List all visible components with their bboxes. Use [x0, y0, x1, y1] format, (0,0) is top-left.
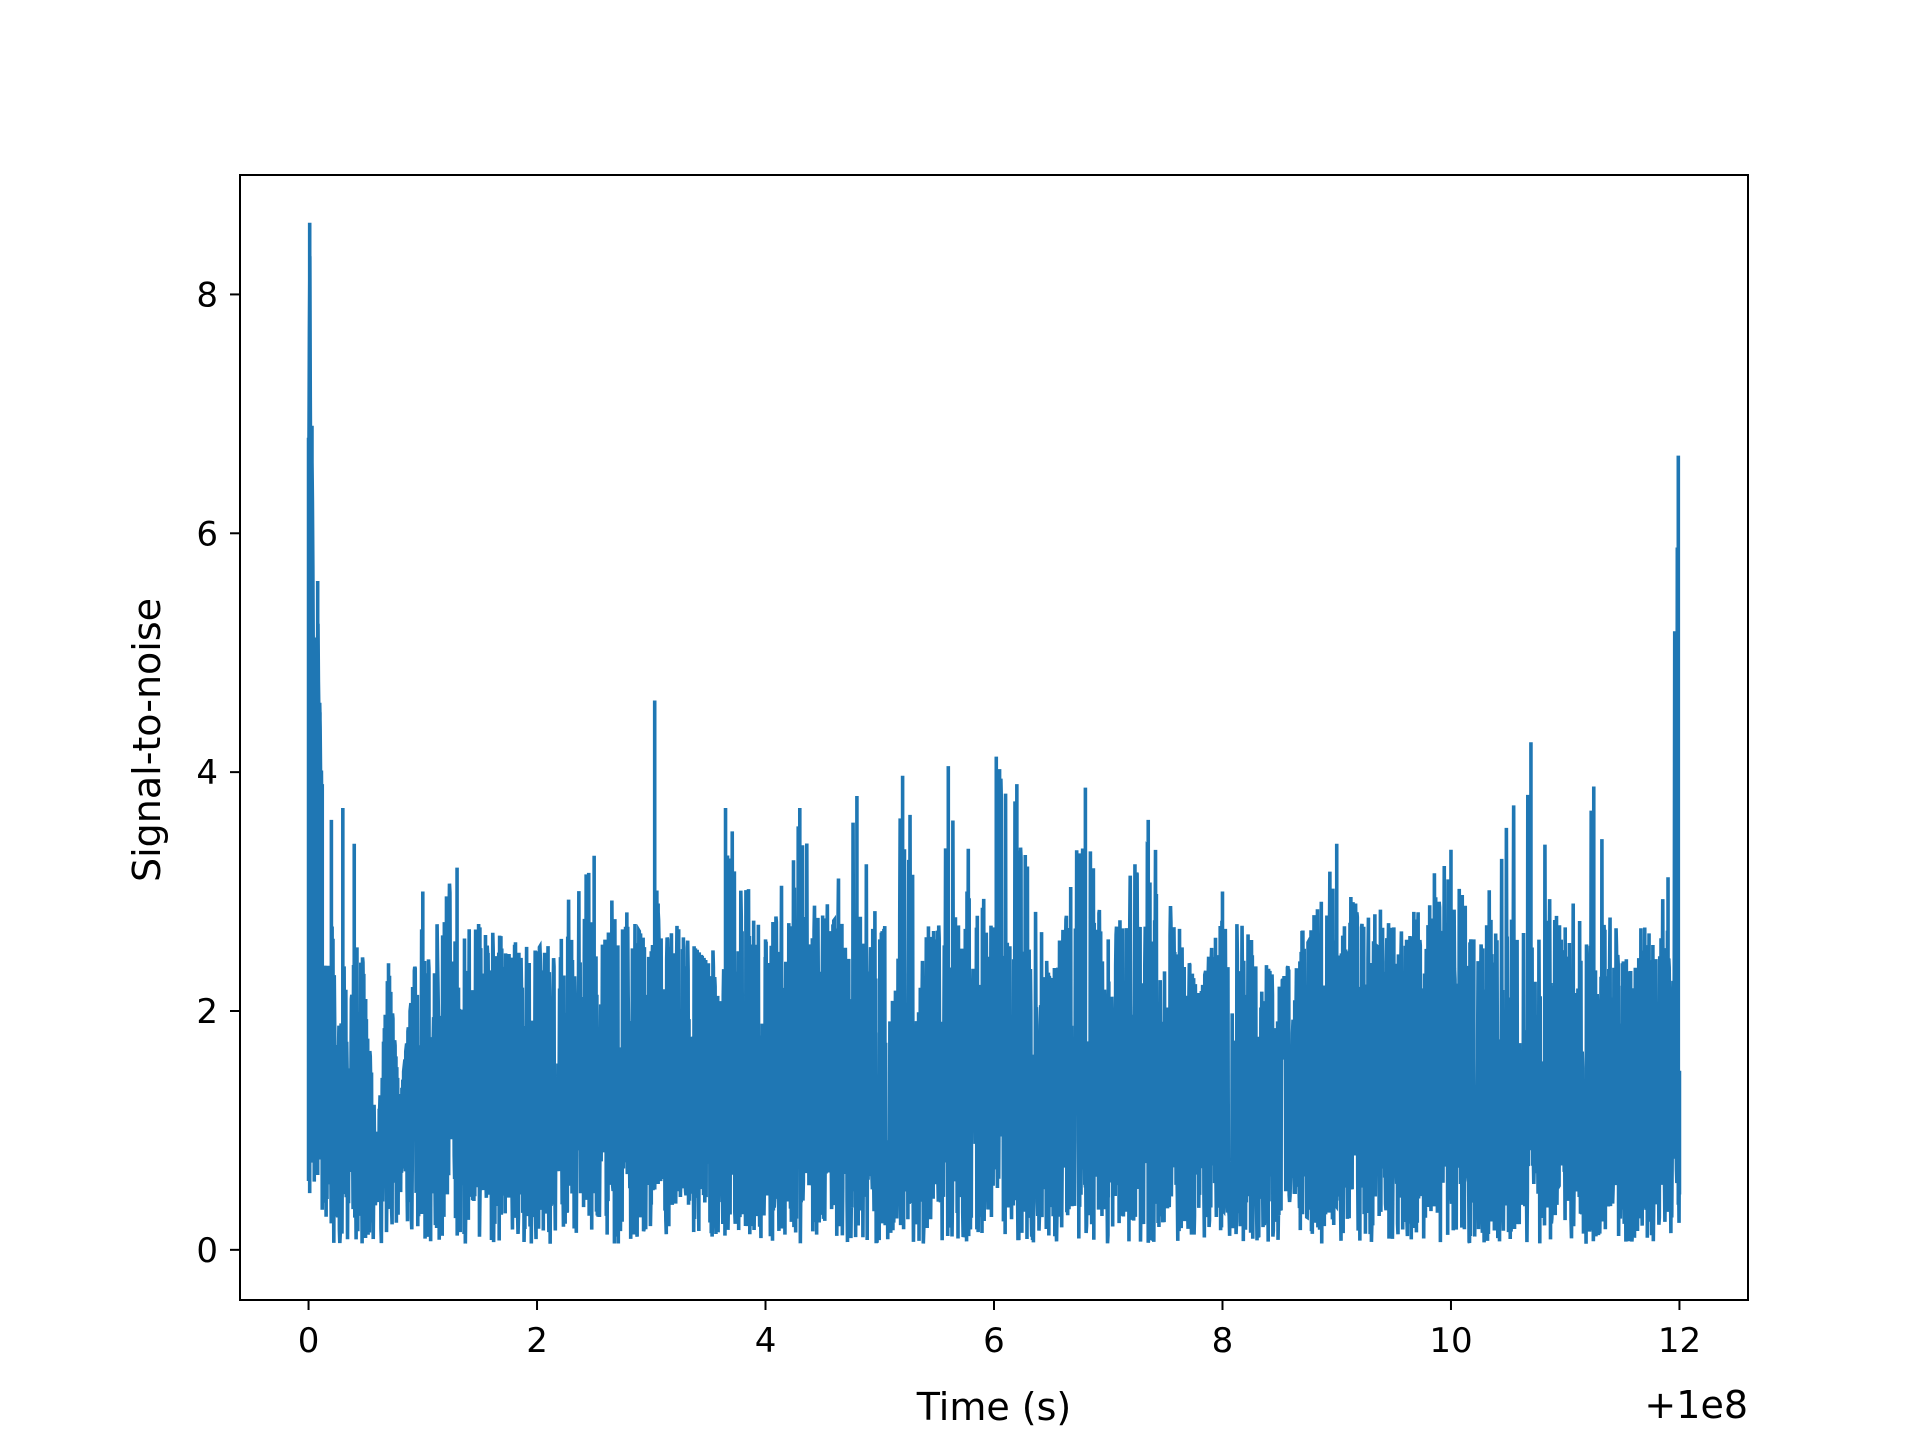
x-axis-offset-label: +1e8: [1644, 1383, 1748, 1427]
x-tick-label: 0: [298, 1321, 320, 1361]
y-tick-label: 0: [196, 1231, 218, 1271]
y-tick-label: 6: [196, 514, 218, 554]
y-axis-label: Signal-to-noise: [125, 598, 169, 882]
x-tick-label: 2: [526, 1321, 548, 1361]
x-tick-label: 12: [1658, 1321, 1701, 1361]
x-tick-label: 6: [983, 1321, 1005, 1361]
x-tick-label: 8: [1212, 1321, 1234, 1361]
y-axis: 0 2 4 6 8: [196, 275, 240, 1271]
series-layer: [306, 222, 1682, 1244]
x-tick-label: 4: [755, 1321, 777, 1361]
y-tick-label: 4: [196, 753, 218, 793]
series-line: [306, 222, 1682, 1244]
y-tick-label: 2: [196, 992, 218, 1032]
x-axis: 0 2 4 6 8 10 12: [298, 1300, 1701, 1361]
x-axis-label: Time (s): [916, 1385, 1072, 1429]
y-tick-label: 8: [196, 275, 218, 315]
x-tick-label: 10: [1429, 1321, 1472, 1361]
